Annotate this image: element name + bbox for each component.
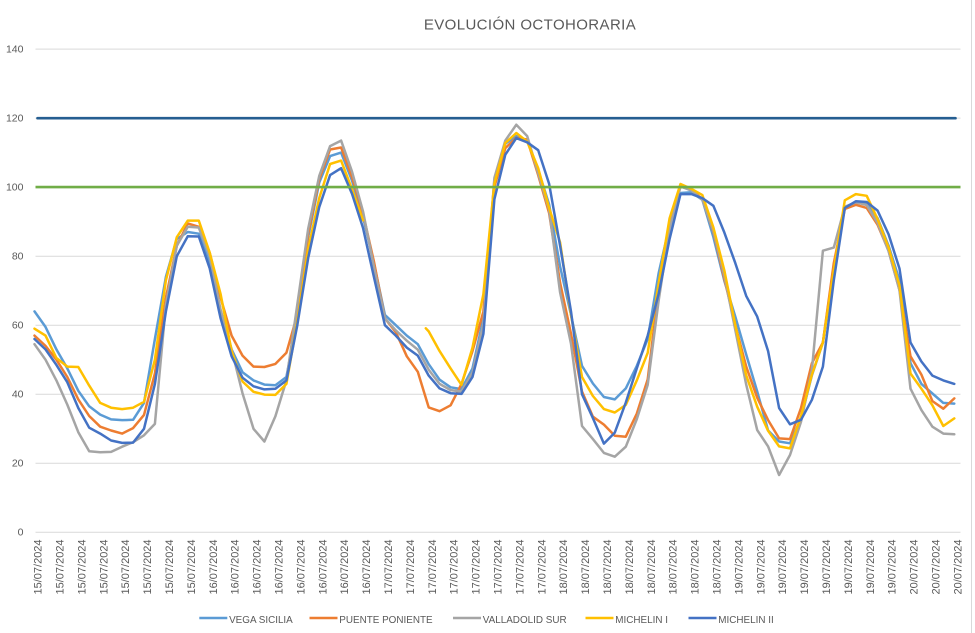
svg-text:17/07/2024: 17/07/2024 [536, 539, 548, 594]
svg-text:18/07/2024: 18/07/2024 [712, 539, 724, 594]
svg-text:16/07/2024: 16/07/2024 [295, 539, 307, 594]
svg-text:19/07/2024: 19/07/2024 [733, 539, 745, 594]
svg-text:MICHELIN II: MICHELIN II [718, 615, 773, 626]
svg-text:VALLADOLID SUR: VALLADOLID SUR [483, 615, 567, 626]
svg-text:17/07/2024: 17/07/2024 [405, 539, 417, 594]
svg-text:17/07/2024: 17/07/2024 [514, 539, 526, 594]
svg-text:19/07/2024: 19/07/2024 [821, 539, 833, 594]
svg-text:16/07/2024: 16/07/2024 [317, 539, 329, 594]
svg-text:19/07/2024: 19/07/2024 [843, 539, 855, 594]
svg-text:MICHELIN I: MICHELIN I [615, 615, 668, 626]
svg-text:PUENTE PONIENTE: PUENTE PONIENTE [339, 615, 433, 626]
svg-text:VEGA SICILIA: VEGA SICILIA [229, 615, 293, 626]
svg-text:17/07/2024: 17/07/2024 [427, 539, 439, 594]
svg-text:120: 120 [6, 112, 24, 124]
svg-text:19/07/2024: 19/07/2024 [755, 539, 767, 594]
svg-text:15/07/2024: 15/07/2024 [76, 539, 88, 594]
svg-text:15/07/2024: 15/07/2024 [164, 539, 176, 594]
svg-text:19/07/2024: 19/07/2024 [799, 539, 811, 594]
svg-text:20: 20 [12, 458, 24, 470]
svg-text:18/07/2024: 18/07/2024 [690, 539, 702, 594]
svg-text:20/07/2024: 20/07/2024 [952, 539, 964, 594]
svg-text:15/07/2024: 15/07/2024 [33, 539, 45, 594]
svg-text:17/07/2024: 17/07/2024 [383, 539, 395, 594]
svg-text:19/07/2024: 19/07/2024 [777, 539, 789, 594]
svg-text:17/07/2024: 17/07/2024 [471, 539, 483, 594]
svg-text:19/07/2024: 19/07/2024 [887, 539, 899, 594]
svg-text:18/07/2024: 18/07/2024 [624, 539, 636, 594]
svg-text:16/07/2024: 16/07/2024 [252, 539, 264, 594]
svg-text:16/07/2024: 16/07/2024 [208, 539, 220, 594]
svg-text:18/07/2024: 18/07/2024 [580, 539, 592, 594]
svg-text:16/07/2024: 16/07/2024 [274, 539, 286, 594]
svg-text:19/07/2024: 19/07/2024 [865, 539, 877, 594]
svg-text:15/07/2024: 15/07/2024 [55, 539, 67, 594]
svg-text:15/07/2024: 15/07/2024 [98, 539, 110, 594]
svg-text:20/07/2024: 20/07/2024 [909, 539, 921, 594]
svg-text:0: 0 [18, 527, 24, 539]
svg-text:15/07/2024: 15/07/2024 [142, 539, 154, 594]
svg-text:18/07/2024: 18/07/2024 [646, 539, 658, 594]
svg-text:16/07/2024: 16/07/2024 [230, 539, 242, 594]
svg-text:20/07/2024: 20/07/2024 [931, 539, 943, 594]
svg-text:EVOLUCIÓN OCTOHORARIA: EVOLUCIÓN OCTOHORARIA [424, 17, 636, 34]
svg-text:100: 100 [6, 181, 24, 193]
svg-text:15/07/2024: 15/07/2024 [186, 539, 198, 594]
svg-text:18/07/2024: 18/07/2024 [558, 539, 570, 594]
svg-text:18/07/2024: 18/07/2024 [668, 539, 680, 594]
svg-text:60: 60 [12, 319, 24, 331]
svg-text:17/07/2024: 17/07/2024 [493, 539, 505, 594]
svg-text:40: 40 [12, 388, 24, 400]
svg-text:80: 80 [12, 250, 24, 262]
svg-text:140: 140 [6, 43, 24, 55]
svg-text:18/07/2024: 18/07/2024 [602, 539, 614, 594]
svg-text:17/07/2024: 17/07/2024 [449, 539, 461, 594]
svg-text:16/07/2024: 16/07/2024 [339, 539, 351, 594]
svg-text:15/07/2024: 15/07/2024 [120, 539, 132, 594]
svg-text:16/07/2024: 16/07/2024 [361, 539, 373, 594]
